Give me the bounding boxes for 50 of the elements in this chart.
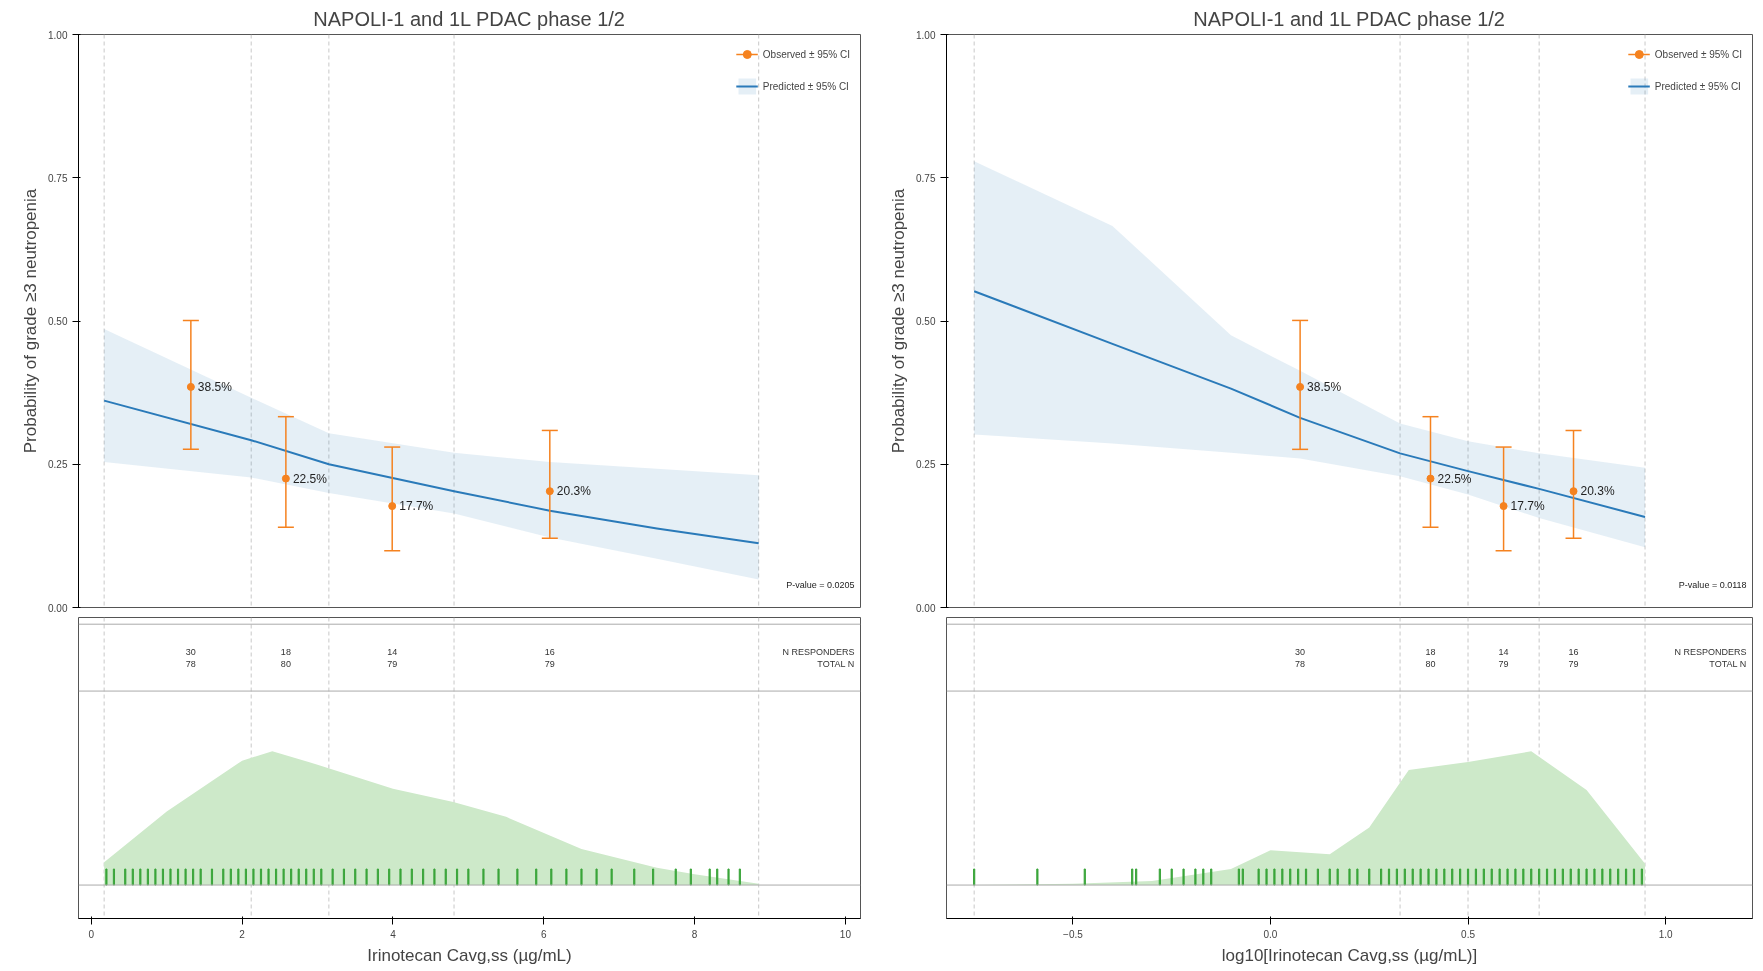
x-tick-label: 4 [390, 928, 397, 940]
text: 16 79 [1568, 646, 1579, 669]
text: 30 78 [185, 646, 196, 669]
y-tick-label: 0.25 [916, 459, 936, 471]
x-tick-label: 10 [839, 928, 852, 940]
text: N RESPONDERS TOTAL N [782, 646, 855, 669]
y-tick-label: 0.50 [48, 316, 68, 327]
y-tick-label: 0.75 [48, 172, 68, 184]
y-axis-title: Probability of grade ≥3 neutropenia [21, 188, 41, 454]
x-tick-label: 0 [88, 928, 95, 940]
text: 14 79 [1498, 646, 1509, 669]
x-tick-label: 6 [541, 928, 547, 940]
data-label: 22.5% [292, 471, 328, 486]
data-label: 17.7% [1510, 499, 1545, 514]
data-label: 38.5% [1307, 379, 1342, 394]
x-tick-label: −0.5 [1063, 928, 1084, 940]
y-tick-label: 1.00 [48, 29, 68, 41]
x-tick-label: 0.0 [1263, 928, 1278, 940]
y-axis-title: Probability of grade ≥3 neutropenia [889, 188, 909, 454]
text: 18 80 [1425, 646, 1436, 669]
text: N RESPONDERS TOTAL N [1674, 646, 1747, 669]
x-tick-label: 8 [691, 928, 698, 940]
text: 18 80 [280, 646, 291, 669]
legend-label: Observed ± 95% CI [1654, 48, 1742, 60]
x-axis-title: Irinotecan Cavg,ss (µg/mL) [367, 945, 572, 965]
x-tick-label: 1.0 [1658, 928, 1673, 940]
y-tick-label: 0.50 [916, 316, 936, 327]
annotation: P-value = 0.0118 [1678, 579, 1747, 590]
text: 30 78 [1295, 646, 1306, 669]
legend-label: Predicted ± 95% CI [762, 80, 849, 92]
y-tick-label: 0.25 [48, 459, 68, 471]
y-tick-label: 1.00 [916, 29, 936, 41]
y-tick-label: 0.00 [916, 602, 936, 614]
data-label: 38.5% [197, 379, 233, 394]
annotation: P-value = 0.0205 [786, 579, 855, 590]
y-tick-label: 0.75 [916, 172, 936, 184]
legend-label: Predicted ± 95% CI [1654, 80, 1741, 92]
text: 14 79 [387, 646, 398, 669]
data-label: 17.7% [399, 499, 434, 514]
data-label: 20.3% [1580, 484, 1615, 499]
text: 16 79 [544, 646, 555, 669]
data-label: 20.3% [556, 484, 592, 499]
x-tick-label: 0.5 [1461, 928, 1476, 940]
data-label: 22.5% [1437, 471, 1472, 486]
legend-label: Observed ± 95% CI [762, 48, 850, 60]
x-axis-title: log10[Irinotecan Cavg,ss (µg/mL)] [1221, 945, 1478, 965]
chart-title: NAPOLI-1 and 1L PDAC phase 1/2 [1193, 7, 1505, 30]
chart-title: NAPOLI-1 and 1L PDAC phase 1/2 [313, 7, 625, 30]
x-tick-label: 2 [239, 928, 246, 940]
y-tick-label: 0.00 [48, 602, 68, 614]
